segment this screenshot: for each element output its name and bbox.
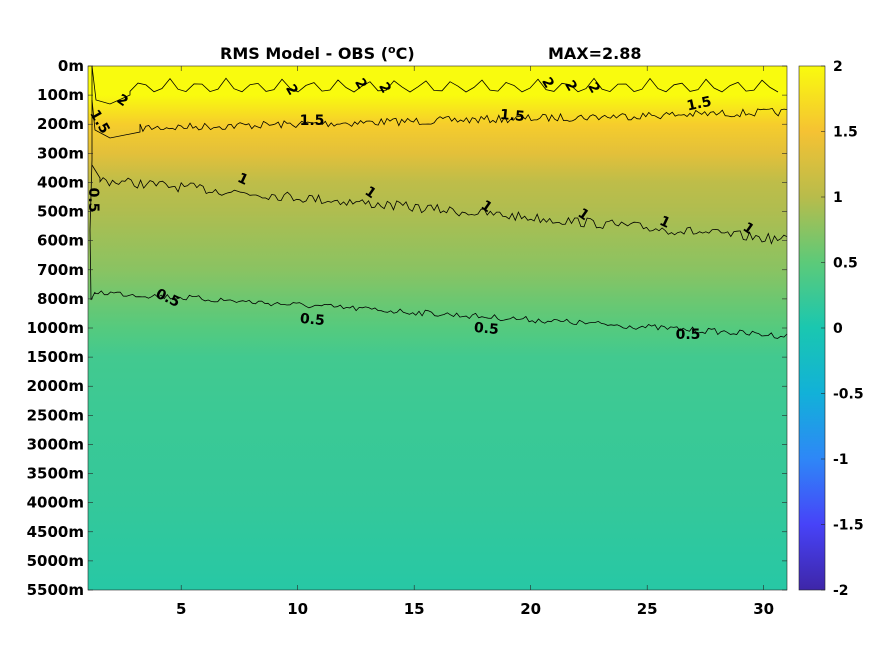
colorbar-gradient	[798, 65, 826, 591]
colorbar: 2 1.5 1 0.5 0 -0.5 -1 -1.5 -2	[798, 59, 864, 599]
y-tick-label: 800m	[37, 290, 84, 308]
y-tick-label: 4500m	[27, 523, 84, 541]
colorbar-tick-label: 1.5	[833, 125, 858, 141]
y-tick-label: 400m	[37, 173, 84, 191]
y-tick-label: 2000m	[27, 377, 84, 395]
chart-title-unit-sup: o	[388, 43, 396, 56]
x-tick-label: 25	[637, 600, 658, 618]
y-tick-label: 4000m	[27, 494, 84, 512]
y-tick-label: 5000m	[27, 552, 84, 570]
contour-line-1-5	[91, 99, 788, 139]
contour-line-1	[91, 164, 788, 245]
contour-label: 0.5	[85, 188, 101, 213]
heatmap-field	[88, 66, 787, 590]
chart-title-main: RMS Model - OBS (	[220, 44, 388, 63]
y-tick-label: 3000m	[27, 435, 84, 453]
x-tick-label: 30	[753, 600, 774, 618]
y-tick-label: 200m	[37, 115, 84, 133]
contour-lines	[89, 65, 788, 339]
x-tick-label: 15	[404, 600, 425, 618]
colorbar-tick-label: -0.5	[833, 387, 864, 403]
contour-label: 0.5	[473, 320, 499, 338]
contour-label: 1.5	[300, 113, 325, 129]
colorbar-tick-label: -1	[833, 452, 849, 468]
colorbar-ticks: 2 1.5 1 0.5 0 -0.5 -1 -1.5 -2	[821, 59, 864, 599]
y-tick-label: 1500m	[27, 348, 84, 366]
contour-line-left-edge	[89, 66, 93, 301]
contour-label: 0.5	[299, 311, 325, 329]
y-tick-label: 1000m	[27, 319, 84, 337]
x-tick-label: 10	[287, 600, 308, 618]
contour-label: 0.5	[676, 327, 701, 343]
chart-title: RMS Model - OBS (oC)	[220, 43, 415, 63]
y-tick-label: 700m	[37, 261, 84, 279]
contour-label: 1.5	[499, 107, 525, 125]
y-tick-label: 5500m	[27, 581, 84, 599]
y-tick-label: 0m	[58, 57, 84, 75]
y-tick-label: 3500m	[27, 465, 84, 483]
contour-label: 1.5	[685, 94, 713, 115]
y-tick-label: 2500m	[27, 406, 84, 424]
y-tick-label: 300m	[37, 144, 84, 162]
contour-line-0-5	[90, 290, 788, 339]
y-tick-label: 500m	[37, 203, 84, 221]
colorbar-tick-label: -1.5	[833, 518, 864, 534]
y-tick-label: 600m	[37, 232, 84, 250]
colorbar-tick-label: 0.5	[833, 256, 858, 272]
colorbar-tick-label: 1	[833, 190, 843, 206]
colorbar-tick-label: 0	[833, 321, 843, 337]
colorbar-tick-label: -2	[833, 583, 849, 599]
y-tick-label: 100m	[37, 86, 84, 104]
x-axis: 5 10 15 20 25 30	[176, 66, 774, 618]
max-label: MAX=2.88	[548, 44, 642, 63]
chart-title-unit-tail: C)	[396, 44, 415, 63]
y-axis: 0m 100m 200m 300m 400m 500m 600m 700m 800m 1000m 1…	[27, 57, 787, 599]
x-tick-label: 20	[520, 600, 541, 618]
x-tick-label: 5	[176, 600, 186, 618]
colorbar-tick-label: 2	[833, 59, 843, 75]
contour-line-2	[91, 65, 779, 105]
